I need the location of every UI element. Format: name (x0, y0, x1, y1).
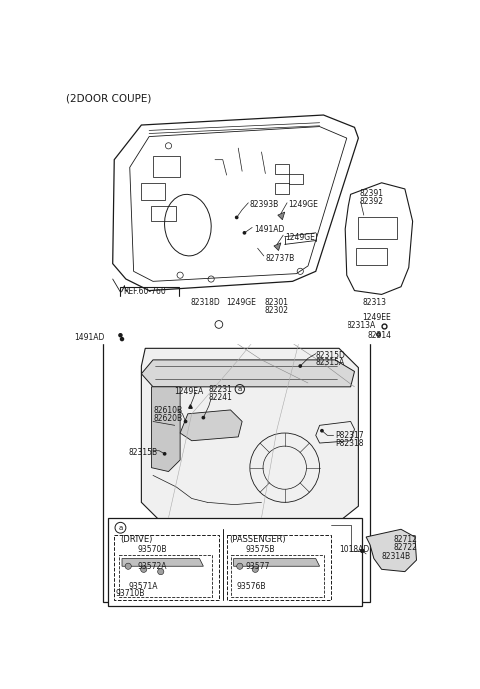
Polygon shape (142, 349, 359, 522)
Text: 93571A: 93571A (128, 582, 158, 590)
Polygon shape (278, 212, 285, 220)
Text: 82318D: 82318D (190, 303, 220, 312)
Text: 82302: 82302 (264, 311, 288, 320)
Circle shape (119, 333, 122, 337)
Text: 82301: 82301 (264, 298, 288, 307)
Text: 1249EE: 1249EE (355, 314, 383, 323)
Text: 82314: 82314 (368, 331, 392, 340)
Text: 82313A: 82313A (347, 324, 376, 333)
Text: 82302: 82302 (264, 306, 288, 315)
Text: a: a (238, 386, 242, 392)
Bar (60, 297, 347, 343)
Bar (114, 535, 219, 600)
Text: 82620B: 82620B (153, 414, 182, 423)
Text: 1249GE: 1249GE (285, 233, 314, 242)
Bar (152, 206, 176, 221)
Text: P82317: P82317 (335, 431, 364, 440)
Polygon shape (152, 387, 180, 471)
Polygon shape (142, 360, 355, 387)
Text: 82314: 82314 (360, 333, 384, 342)
Text: 1491AD: 1491AD (74, 337, 104, 346)
Text: 1249EE: 1249EE (359, 313, 387, 322)
Text: REF.60-760: REF.60-760 (123, 287, 166, 296)
Circle shape (202, 416, 204, 419)
Text: 93572A: 93572A (137, 562, 167, 570)
Text: 82313: 82313 (359, 301, 383, 310)
Circle shape (236, 216, 238, 218)
Bar (343, 297, 436, 343)
Text: 1491AD: 1491AD (74, 333, 104, 342)
Text: 82737B: 82737B (265, 254, 295, 263)
Circle shape (164, 453, 166, 455)
Text: 82392: 82392 (359, 196, 383, 205)
Bar (276, 183, 289, 194)
Bar (359, 218, 397, 239)
Bar (142, 183, 165, 200)
Text: 1018AD: 1018AD (339, 545, 369, 554)
Text: 82313A: 82313A (347, 325, 376, 334)
Text: 82313A: 82313A (347, 321, 376, 331)
Text: 1249GE: 1249GE (288, 200, 319, 209)
Polygon shape (122, 559, 204, 566)
Bar (103, 340, 370, 602)
Bar (230, 555, 324, 597)
Circle shape (252, 566, 258, 573)
Text: (PASSENGER): (PASSENGER) (229, 535, 286, 544)
Text: 1249EA: 1249EA (175, 387, 204, 395)
Text: 82722: 82722 (393, 543, 417, 552)
Text: 82313: 82313 (362, 301, 386, 310)
Text: 93575B: 93575B (246, 545, 276, 554)
Text: 82318D: 82318D (190, 298, 220, 307)
Text: 1249GE: 1249GE (227, 298, 256, 307)
Text: 82313A: 82313A (385, 327, 415, 336)
Circle shape (299, 365, 301, 367)
Circle shape (237, 563, 243, 569)
Text: (DRIVE): (DRIVE) (120, 535, 153, 544)
Polygon shape (274, 243, 281, 251)
Circle shape (243, 232, 246, 234)
Text: P82318: P82318 (335, 439, 364, 448)
Polygon shape (366, 529, 417, 572)
Text: (2DOOR COUPE): (2DOOR COUPE) (66, 94, 152, 103)
Circle shape (184, 420, 187, 422)
Text: 1249EE: 1249EE (362, 313, 391, 322)
Text: 82241: 82241 (209, 393, 233, 402)
Text: 93710B: 93710B (116, 589, 145, 598)
Bar (288, 174, 302, 185)
Circle shape (120, 338, 123, 340)
Bar (276, 163, 289, 174)
Polygon shape (180, 410, 242, 441)
Polygon shape (234, 559, 320, 566)
Circle shape (125, 563, 132, 569)
Bar (119, 555, 212, 597)
Circle shape (157, 568, 164, 575)
Text: 93570B: 93570B (137, 545, 167, 554)
Circle shape (321, 429, 323, 432)
Text: 93577: 93577 (246, 562, 270, 570)
Bar (227, 535, 331, 600)
Bar (153, 156, 180, 177)
Circle shape (360, 549, 364, 553)
Text: 82231: 82231 (209, 385, 233, 394)
Text: a: a (119, 525, 122, 531)
Text: 1491AD: 1491AD (254, 225, 284, 234)
Text: 82315D: 82315D (316, 351, 346, 360)
Text: 1249GE: 1249GE (227, 303, 256, 312)
Text: 82712: 82712 (393, 535, 417, 544)
Text: 82315A: 82315A (316, 358, 345, 367)
Text: 82391: 82391 (359, 189, 383, 198)
Text: 82314B: 82314B (382, 553, 411, 562)
Bar (108, 517, 362, 606)
Text: 93576B: 93576B (237, 582, 266, 590)
Text: 82393B: 82393B (250, 200, 279, 209)
Text: 82610B: 82610B (153, 406, 182, 415)
Bar (356, 248, 387, 265)
Text: 82315B: 82315B (128, 449, 157, 457)
Text: 82301: 82301 (264, 303, 288, 312)
Circle shape (141, 566, 147, 573)
Bar (120, 287, 179, 298)
Text: 82313: 82313 (362, 298, 386, 307)
